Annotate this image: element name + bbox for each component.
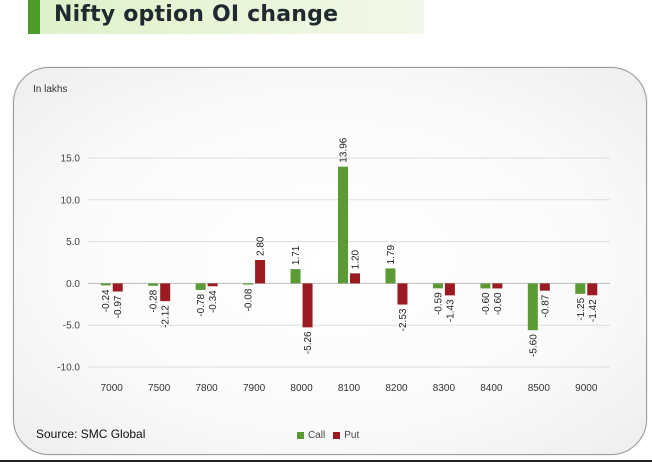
data-label: 13.96 (339, 137, 350, 162)
y-tick-label: -10.0 (57, 363, 80, 374)
bottom-rule (0, 460, 652, 462)
data-label: -0.28 (149, 289, 160, 312)
legend-swatch-put (333, 432, 341, 439)
y-tick-label: -5.0 (63, 321, 81, 332)
data-label: -2.12 (161, 305, 172, 328)
bar-put (350, 273, 360, 284)
data-label: -0.87 (540, 294, 551, 317)
data-label: -5.26 (303, 331, 314, 354)
bar-call (148, 283, 159, 286)
data-label: 1.79 (386, 245, 397, 265)
bar-call (527, 283, 538, 331)
bar-put (255, 259, 266, 284)
y-tick-label: 10.0 (61, 195, 81, 206)
bar-call (290, 269, 301, 284)
bar-call (432, 283, 443, 289)
bar-call (243, 283, 254, 285)
bar-call (100, 283, 111, 286)
data-label: 1.20 (351, 249, 362, 269)
data-label: -0.08 (244, 288, 255, 311)
data-label: -0.24 (101, 289, 112, 312)
data-label: -2.53 (398, 308, 409, 331)
bar-call (575, 283, 586, 294)
bar-put (112, 283, 123, 292)
x-tick-label: 8300 (433, 383, 456, 394)
data-label: -0.97 (113, 295, 124, 318)
bar-put (492, 283, 503, 289)
data-label: -0.59 (433, 292, 444, 315)
y-axis-unit-label: In lakhs (33, 84, 68, 95)
legend-item-put: Put (333, 430, 359, 441)
x-tick-label: 9000 (575, 383, 598, 394)
x-tick-label: 7000 (101, 383, 124, 394)
data-label: -1.25 (576, 297, 587, 320)
bar-call (338, 166, 348, 284)
data-label: -1.43 (445, 299, 456, 322)
bar-call (195, 283, 206, 290)
x-tick-label: 8200 (385, 383, 408, 394)
data-label: -0.60 (493, 292, 504, 315)
y-tick-label: 15.0 (61, 154, 81, 165)
bar-put (587, 283, 598, 296)
x-tick-label: 8100 (338, 383, 361, 394)
bar-put (160, 283, 171, 302)
data-label: 1.71 (291, 245, 302, 265)
x-tick-label: 7800 (196, 383, 219, 394)
bar-put (444, 283, 455, 296)
bar-put (539, 283, 550, 291)
y-tick-label: 5.0 (66, 237, 80, 248)
x-tick-label: 8400 (480, 383, 503, 394)
bar-put (397, 283, 408, 305)
legend-label-call: Call (308, 430, 326, 441)
data-label: -0.60 (481, 292, 492, 315)
legend-label-put: Put (344, 430, 360, 441)
x-tick-label: 7500 (148, 383, 171, 394)
bar-call (385, 268, 396, 284)
data-label: -0.34 (208, 290, 219, 313)
title-accent-bar (28, 0, 40, 34)
chart-panel (13, 67, 647, 455)
page-title: Nifty option OI change (54, 2, 339, 27)
legend-swatch-call (297, 432, 304, 439)
x-tick-label: 7900 (243, 383, 266, 394)
bar-put (207, 283, 218, 287)
y-tick-label: 0.0 (66, 279, 80, 290)
data-label: 2.80 (256, 236, 267, 256)
bar-call (480, 283, 491, 289)
x-tick-label: 8000 (290, 383, 313, 394)
x-tick-label: 8500 (528, 383, 551, 394)
legend-item-call: Call (297, 430, 325, 441)
bar-put (302, 283, 313, 328)
chart-legend: Call Put (297, 430, 367, 441)
data-label: -5.60 (528, 334, 539, 357)
data-label: -1.42 (588, 299, 599, 322)
source-note: Source: SMC Global (36, 427, 146, 441)
data-label: -0.78 (196, 293, 207, 316)
title-banner (28, 0, 424, 34)
